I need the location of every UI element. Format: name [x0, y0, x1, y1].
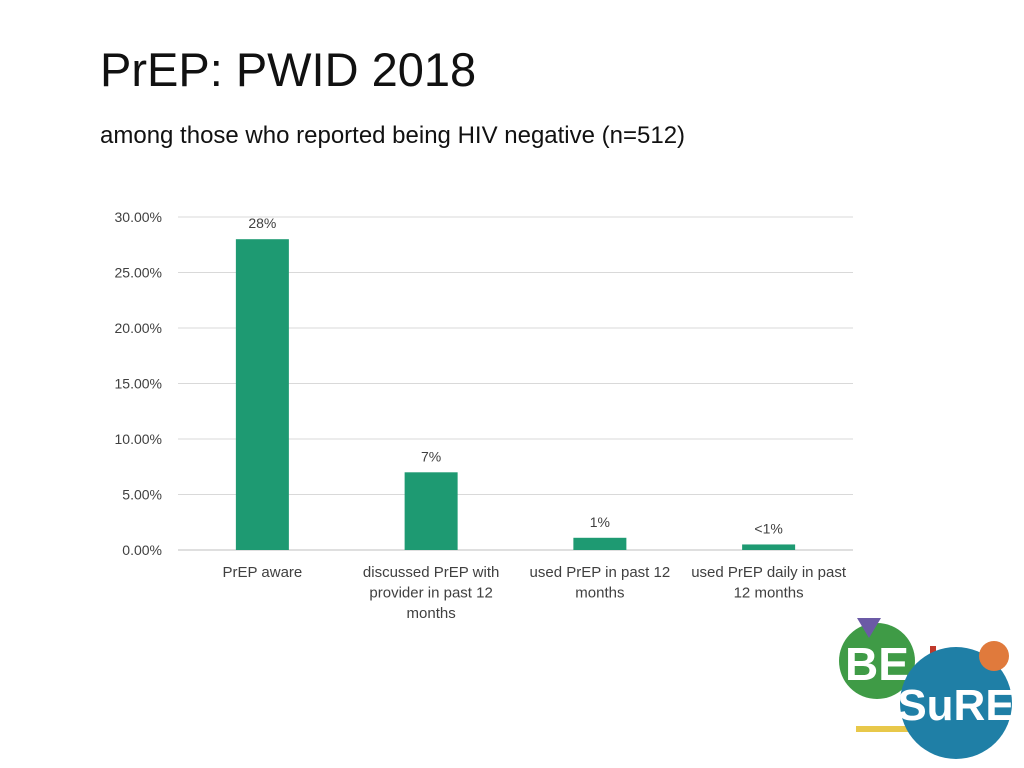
y-tick-label: 5.00%	[122, 487, 162, 503]
logo-orange-dot	[979, 641, 1009, 671]
y-tick-label: 0.00%	[122, 542, 162, 558]
x-tick-label: used PrEP in past 12 months	[530, 564, 671, 602]
data-label: 28%	[248, 215, 276, 231]
y-tick-label: 25.00%	[115, 265, 162, 281]
bar	[235, 239, 289, 550]
slide-title: PrEP: PWID 2018	[100, 43, 477, 96]
bar	[742, 544, 796, 550]
logo-purple-triangle	[857, 618, 881, 638]
y-tick-label: 20.00%	[115, 320, 162, 336]
y-tick-label: 15.00%	[115, 376, 162, 392]
y-tick-label: 10.00%	[115, 431, 162, 447]
x-tick-label: used PrEP daily in past 12 months	[691, 564, 847, 602]
data-label: 7%	[421, 448, 441, 464]
logo-green-circle	[839, 623, 915, 699]
bar	[404, 472, 458, 550]
x-tick-label: PrEP aware	[222, 564, 302, 581]
logo-yellow-bar	[856, 726, 956, 732]
logo-sure-text: SuRE	[897, 681, 1014, 730]
bar	[573, 537, 627, 550]
slide-subtitle: among those who reported being HIV negat…	[100, 122, 686, 149]
y-tick-label: 30.00%	[115, 209, 162, 225]
data-label: 1%	[590, 514, 610, 530]
logo-blue-circle	[900, 647, 1012, 759]
x-tick-label: discussed PrEP with provider in past 12 mo…	[363, 564, 499, 622]
logo-be-text: BE	[845, 638, 909, 690]
data-label: <1%	[754, 520, 782, 536]
